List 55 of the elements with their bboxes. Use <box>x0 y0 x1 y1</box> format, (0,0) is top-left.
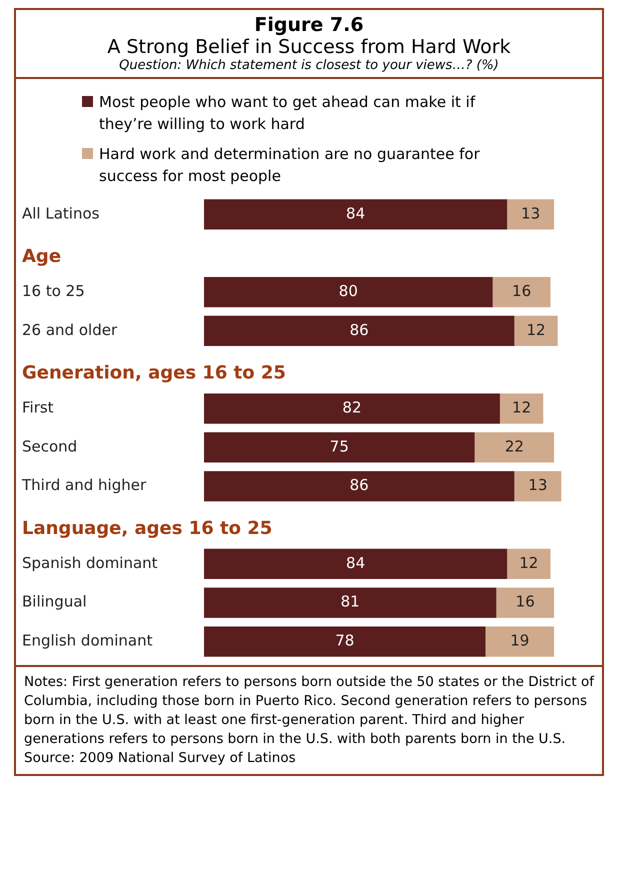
chart-subtitle: A Strong Belief in Success from Hard Work <box>106 36 512 58</box>
y-tick-label: Third and higher <box>21 476 147 494</box>
data-label: 78 <box>335 631 354 650</box>
y-tick-label: 26 and older <box>22 320 118 339</box>
bar <box>204 316 514 346</box>
y-tick-label: All Latinos <box>22 204 100 222</box>
data-label: 13 <box>528 476 548 494</box>
y-tick-label: Spanish dominant <box>22 554 158 572</box>
bar <box>204 393 500 424</box>
data-label: 80 <box>338 282 358 300</box>
data-label: 13 <box>521 204 540 222</box>
data-label: 75 <box>330 437 349 456</box>
legend-label: Most people who want to get ahead can make it if they’re willing to work hard <box>99 92 476 135</box>
y-tick-label: Age <box>22 246 62 267</box>
data-label: 84 <box>346 204 366 222</box>
bar <box>204 276 493 308</box>
bar <box>204 199 508 230</box>
y-tick-label: Language, ages 16 to 25 <box>22 518 272 539</box>
bar <box>500 393 544 424</box>
data-label: 84 <box>346 554 366 572</box>
data-label: 19 <box>510 631 530 650</box>
bar <box>204 588 496 618</box>
chart-title: Figure 7.6 <box>253 14 365 36</box>
bar <box>485 626 554 657</box>
data-label: 16 <box>516 592 535 611</box>
data-label: 81 <box>340 592 360 611</box>
data-label: 86 <box>350 320 369 339</box>
source-note: Source: 2009 National Survey of Latinos <box>24 749 297 768</box>
bar <box>204 432 475 463</box>
data-label: 12 <box>526 320 546 339</box>
y-tick-label: Bilingual <box>22 592 87 611</box>
bar <box>204 548 508 580</box>
data-label: 16 <box>512 282 532 300</box>
bar <box>496 588 554 618</box>
y-tick-label: Second <box>22 437 78 456</box>
y-tick-label: English dominant <box>22 631 153 650</box>
y-tick-label: 16 to 25 <box>22 282 85 300</box>
bar <box>514 471 562 502</box>
y-tick-label: First <box>22 398 54 416</box>
data-label: 86 <box>350 476 369 494</box>
data-label: 12 <box>519 554 538 572</box>
legend-label: Hard work and determination are no guarantee for success for most people <box>99 144 481 187</box>
bar <box>204 471 514 502</box>
bar <box>507 199 554 230</box>
bar <box>492 276 550 308</box>
data-label: 82 <box>342 398 362 416</box>
text: Question: Which statement is closest to your views…? (%) <box>118 58 500 73</box>
y-tick-label: Generation, ages 16 to 25 <box>22 362 286 384</box>
text: Notes: First generation refers to persons born outside the 50 states or the District of Columbia, including those born in Puerto Rico. Second generation refers to persons born in the U.S. with at least one first-generation parent. Third and higher generations refers to persons born in the U.S. with both parents born in the U.S. <box>24 673 594 749</box>
data-label: 12 <box>512 398 532 416</box>
bar <box>474 432 554 463</box>
bar <box>204 626 486 657</box>
bar <box>507 548 550 580</box>
bar <box>514 316 558 346</box>
data-label: 22 <box>504 437 524 456</box>
